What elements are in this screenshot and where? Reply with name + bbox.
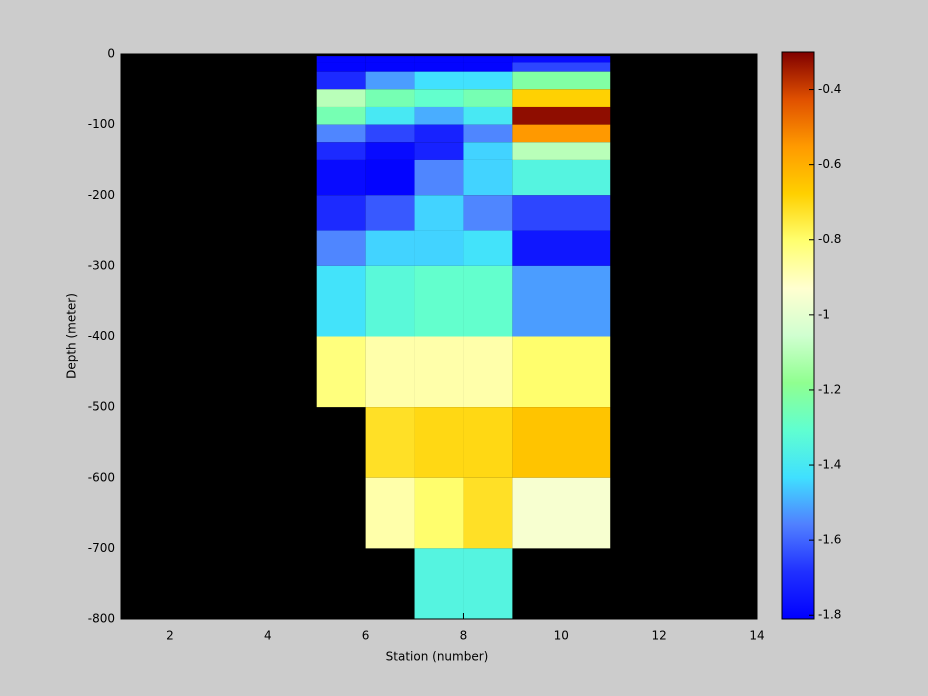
- y-tick-label: -300: [88, 258, 115, 272]
- heat-cell: [512, 230, 611, 266]
- heat-cell: [316, 56, 366, 63]
- heat-cell: [414, 407, 464, 478]
- heat-cell: [365, 56, 415, 63]
- heat-cell: [512, 407, 611, 478]
- colorbar-tick-label: -1.2: [818, 382, 841, 396]
- x-tick-label: 12: [652, 629, 667, 643]
- heat-cell: [463, 548, 513, 619]
- heat-cell: [463, 230, 513, 266]
- heat-cell: [463, 477, 513, 549]
- heat-cell: [463, 106, 513, 125]
- heat-cell: [463, 142, 513, 160]
- heat-cell: [512, 56, 611, 63]
- heat-cell: [512, 159, 611, 196]
- heat-cell: [463, 407, 513, 478]
- heat-cell: [512, 195, 611, 231]
- colorbar-tick-label: -0.6: [818, 157, 841, 171]
- heat-cell: [463, 89, 513, 107]
- heat-cell: [365, 89, 415, 107]
- y-tick-label: -400: [88, 329, 115, 343]
- x-tick-label: 4: [264, 629, 272, 643]
- colorbar-tick-label: -1.8: [818, 608, 841, 622]
- x-tick-label: 6: [362, 629, 370, 643]
- heat-cell: [414, 56, 464, 63]
- heat-cell: [512, 142, 611, 160]
- heat-cell: [365, 106, 415, 125]
- heat-cell: [365, 124, 415, 143]
- heat-cell: [512, 336, 611, 408]
- x-tick-label: 8: [460, 629, 468, 643]
- heat-cell: [365, 407, 415, 478]
- colorbar-tick-label: -0.4: [818, 82, 841, 96]
- heat-cell: [414, 62, 464, 72]
- heat-cell: [512, 124, 611, 143]
- heat-cell: [414, 142, 464, 160]
- heat-cell: [316, 265, 366, 337]
- colorbar-tick-label: -0.8: [818, 232, 841, 246]
- heat-cell: [512, 106, 611, 125]
- heat-cell: [414, 477, 464, 549]
- heat-cell: [512, 62, 611, 72]
- y-tick-label: 0: [107, 47, 115, 61]
- heat-cell: [414, 336, 464, 408]
- x-axis-label: Station (number): [386, 650, 489, 664]
- heat-cell: [414, 124, 464, 143]
- heat-cell: [463, 71, 513, 90]
- heat-cell: [463, 62, 513, 72]
- heat-cell: [414, 548, 464, 619]
- y-tick-label: -200: [88, 188, 115, 202]
- heat-cell: [365, 159, 415, 196]
- y-tick-label: -800: [88, 612, 115, 626]
- y-tick-label: -500: [88, 400, 115, 414]
- heat-cell: [512, 477, 611, 549]
- heat-cell: [365, 265, 415, 337]
- y-tick-label: -100: [88, 117, 115, 131]
- x-tick-label: 2: [166, 629, 174, 643]
- heat-cell: [365, 230, 415, 266]
- heat-cell: [365, 62, 415, 72]
- heat-cell: [463, 56, 513, 63]
- heat-cell: [365, 336, 415, 408]
- colorbar-tick-label: -1.4: [818, 458, 841, 472]
- heat-cell: [512, 89, 611, 107]
- colorbar: [781, 51, 815, 620]
- heat-cell: [365, 142, 415, 160]
- colorbar-tick-label: -1: [818, 307, 830, 321]
- x-tick-label: 10: [554, 629, 569, 643]
- heat-cell: [414, 89, 464, 107]
- heat-cell: [316, 195, 366, 231]
- heat-cell: [463, 159, 513, 196]
- heat-cell: [316, 62, 366, 72]
- heat-cell: [365, 195, 415, 231]
- heat-cell: [463, 336, 513, 408]
- heat-cell: [414, 106, 464, 125]
- heat-cell: [463, 124, 513, 143]
- x-tick-label: 14: [749, 629, 764, 643]
- heat-cell: [316, 71, 366, 90]
- heat-cell: [463, 265, 513, 337]
- heat-cell: [512, 265, 611, 337]
- heat-cell: [316, 159, 366, 196]
- heat-cell: [365, 71, 415, 90]
- heat-cell: [316, 124, 366, 143]
- heat-cell: [316, 230, 366, 266]
- heat-cell: [414, 195, 464, 231]
- heat-cell: [463, 195, 513, 231]
- heat-cell: [414, 159, 464, 196]
- heat-cell: [365, 477, 415, 549]
- heat-cell: [316, 89, 366, 107]
- y-tick-label: -600: [88, 470, 115, 484]
- y-axis-label: Depth (meter): [65, 293, 79, 379]
- heat-cell: [512, 71, 611, 90]
- colorbar-tick-label: -1.6: [818, 533, 841, 547]
- heat-cell: [414, 230, 464, 266]
- y-tick-label: -700: [88, 541, 115, 555]
- heat-cell: [414, 71, 464, 90]
- heat-cell: [316, 336, 366, 408]
- heat-cell: [316, 106, 366, 125]
- heat-cell: [316, 142, 366, 160]
- heat-cell: [414, 265, 464, 337]
